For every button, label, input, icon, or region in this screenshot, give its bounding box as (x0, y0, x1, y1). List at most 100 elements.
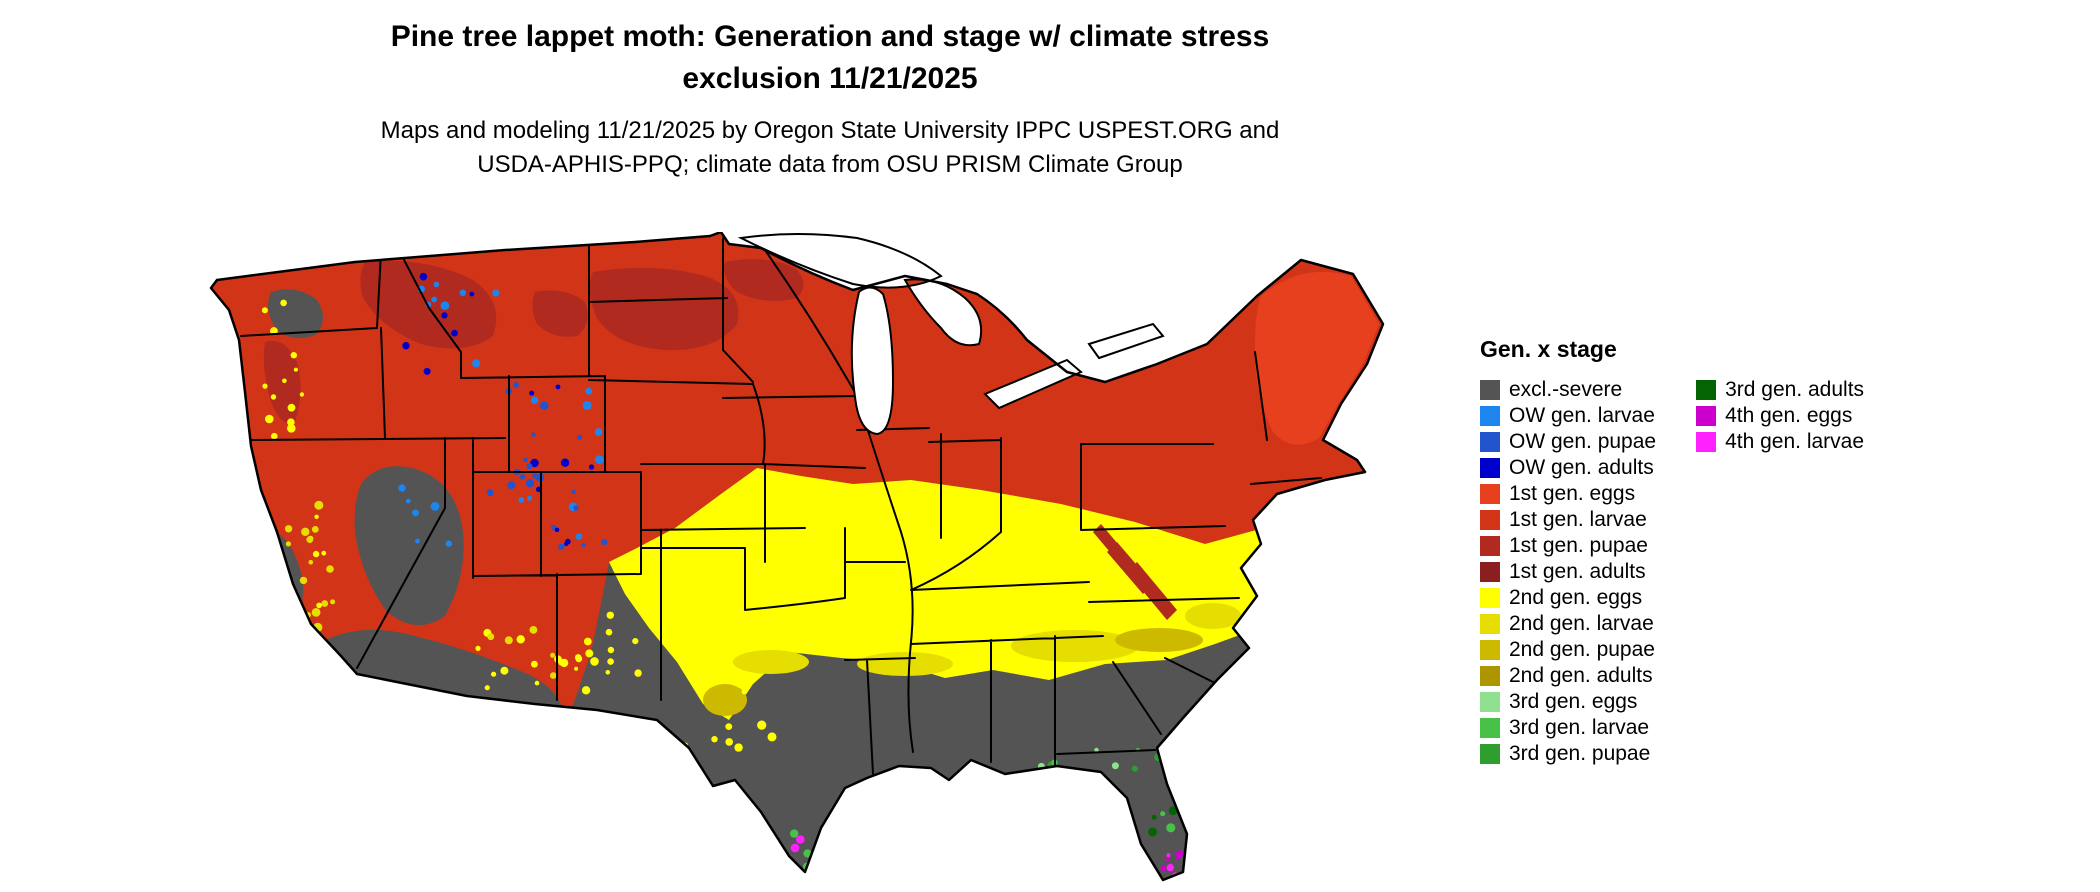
stage-speckle (527, 495, 532, 501)
stage-speckle (694, 674, 704, 684)
legend-row: 1st gen. eggs (1480, 481, 1656, 507)
legend-row: 2nd gen. larvae (1480, 611, 1656, 637)
stage-speckle (558, 543, 565, 550)
stage-speckle (632, 638, 639, 645)
zone-2nd-gen-larvae (857, 652, 953, 676)
legend-swatch (1480, 458, 1500, 478)
stage-speckle (574, 666, 579, 671)
stage-speckle (530, 458, 539, 468)
stage-speckle (790, 829, 799, 838)
stage-speckle (1131, 765, 1138, 772)
legend-row: OW gen. larvae (1480, 403, 1656, 429)
stage-speckle (550, 652, 556, 658)
stage-speckle (415, 538, 420, 544)
stage-speckle (529, 390, 535, 396)
stage-speckle (265, 414, 274, 424)
stage-speckle (262, 383, 268, 389)
legend-label: 3rd gen. pupae (1509, 742, 1651, 765)
legend-label: 2nd gen. larvae (1509, 612, 1654, 635)
legend-label: 2nd gen. adults (1509, 664, 1653, 687)
stage-speckle (1038, 780, 1046, 788)
legend-swatch (1480, 510, 1500, 530)
stage-speckle (311, 608, 321, 617)
legend-row: OW gen. adults (1480, 455, 1656, 481)
stage-speckle (815, 850, 821, 856)
legend-label: 1st gen. pupae (1509, 534, 1648, 557)
stage-speckle (291, 621, 297, 627)
stage-speckle (878, 776, 886, 784)
stage-speckle (581, 686, 591, 695)
stage-speckle (983, 780, 990, 786)
legend: Gen. x stage excl.-severe OW gen. larvae O… (1480, 336, 1864, 767)
legend-swatch (1480, 640, 1500, 660)
legend-label: 4th gen. larvae (1725, 430, 1865, 453)
stage-speckle (469, 291, 475, 297)
stage-speckle (606, 611, 614, 619)
stage-speckle (588, 464, 595, 470)
stage-speckle (284, 525, 293, 533)
stage-speckle (558, 660, 564, 666)
stage-speckle (299, 392, 305, 397)
legend-label: 3rd gen. eggs (1509, 690, 1638, 713)
stage-speckle (1168, 806, 1178, 816)
stage-speckle (529, 626, 538, 634)
stage-speckle (270, 394, 277, 400)
stage-speckle (594, 428, 603, 436)
subtitle-line2: USDA-APHIS-PPQ; climate data from OSU PR… (477, 151, 1183, 178)
stage-speckle (312, 550, 320, 558)
stage-speckle (441, 312, 448, 319)
stage-speckle (402, 342, 410, 350)
stage-speckle (605, 628, 613, 636)
us-generation-stage-map (209, 232, 1385, 882)
stage-speckle (757, 720, 767, 730)
zone-2nd-gen-larvae (1185, 603, 1241, 629)
stage-speckle (534, 680, 540, 686)
stage-speckle (531, 432, 536, 437)
subtitle: Maps and modeling 11/21/2025 by Oregon S… (0, 114, 1660, 182)
stage-speckle (1166, 853, 1171, 858)
stage-speckle (560, 458, 570, 467)
stage-speckle (555, 384, 561, 390)
stage-speckle (500, 666, 509, 675)
legend-label: 1st gen. eggs (1509, 482, 1636, 505)
stage-speckle (590, 657, 599, 666)
stage-speckle (571, 489, 576, 494)
us-outline (209, 232, 1385, 882)
stage-speckle (287, 424, 296, 433)
legend-row: 1st gen. adults (1480, 559, 1656, 585)
stage-speckle (475, 645, 481, 651)
stage-speckle (504, 636, 513, 645)
stage-speckle (1111, 762, 1119, 770)
legend-swatch (1480, 380, 1500, 400)
stage-speckle (316, 602, 322, 609)
legend-label: 1st gen. larvae (1509, 508, 1647, 531)
legend-swatch (1480, 406, 1500, 426)
stage-speckle (271, 432, 278, 440)
legend-row: 3rd gen. eggs (1480, 689, 1656, 715)
stage-speckle (314, 500, 324, 510)
stage-speckle (901, 774, 910, 783)
stage-speckle (287, 403, 296, 412)
stage-speckle (285, 541, 291, 547)
stage-speckle (1185, 816, 1195, 826)
great-lakes (737, 233, 1165, 436)
stage-speckle (984, 777, 992, 786)
stage-speckle (1183, 801, 1189, 806)
legend-swatch (1480, 666, 1500, 686)
legend-swatch (1480, 562, 1500, 582)
stage-speckle (585, 649, 594, 658)
stage-speckle (767, 732, 777, 742)
legend-swatch (1480, 432, 1500, 452)
zone-2nd-gen-larvae (733, 650, 809, 674)
stage-speckle (507, 481, 516, 490)
stage-speckle (513, 382, 519, 388)
stage-speckle (516, 635, 525, 644)
legend-row: 4th gen. eggs (1696, 403, 1864, 429)
stage-speckle (451, 329, 458, 337)
stage-speckle (581, 542, 586, 548)
stage-speckle (1160, 811, 1166, 817)
stage-speckle (601, 539, 608, 546)
stage-speckle (412, 509, 419, 517)
stage-speckle (607, 658, 614, 665)
